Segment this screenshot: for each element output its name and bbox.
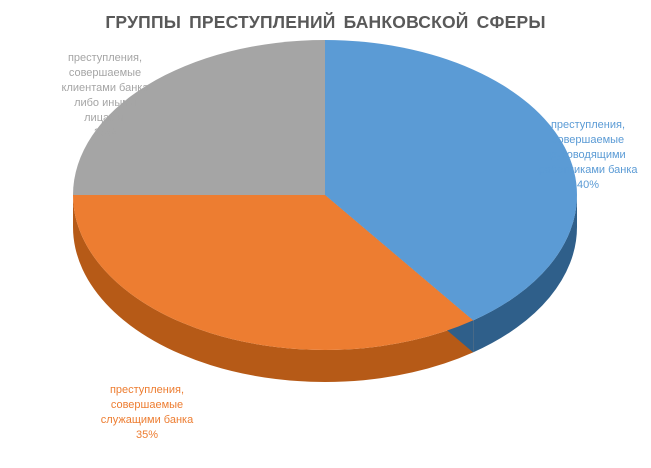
pie-slice-2 (73, 40, 325, 195)
slice-label-line: лицами. (84, 112, 126, 124)
slice-label-managers: преступления, совершаемые руководящими р… (538, 118, 638, 193)
slice-label-line: совершаемые (68, 67, 142, 79)
slice-label-line: клиентами банка (61, 82, 149, 94)
slice-label-line: либо иными (74, 97, 136, 109)
slice-label-line: преступления, (109, 384, 185, 396)
slice-label-employees: преступления, совершаемые служащими банк… (82, 383, 212, 443)
slice-value-label: 25% (93, 127, 117, 139)
slice-label-line: работниками банка (538, 164, 638, 176)
slice-value-label: 40% (576, 179, 600, 191)
slice-label-line: служащими банка (100, 414, 194, 426)
slice-label-clients: преступления, совершаемые клиентами банк… (40, 51, 170, 141)
slice-label-line: совершаемые (551, 134, 625, 146)
pie-slice-side-1 (73, 195, 474, 382)
slice-label-line: руководящими (550, 149, 626, 161)
pie-side-walls (73, 195, 577, 382)
slice-label-line: преступления, (67, 52, 143, 64)
slice-label-line: преступления, (550, 119, 626, 131)
chart-title: ГРУППЫ ПРЕСТУПЛЕНИЙ БАНКОВСКОЙ СФЕРЫ (105, 12, 546, 32)
pie-slice-side-0 (473, 195, 577, 353)
pie-slice-0 (325, 40, 577, 321)
pie-slice-1 (73, 195, 474, 350)
slice-label-line: совершаемые (110, 399, 184, 411)
slice-value-label: 35% (135, 429, 159, 441)
